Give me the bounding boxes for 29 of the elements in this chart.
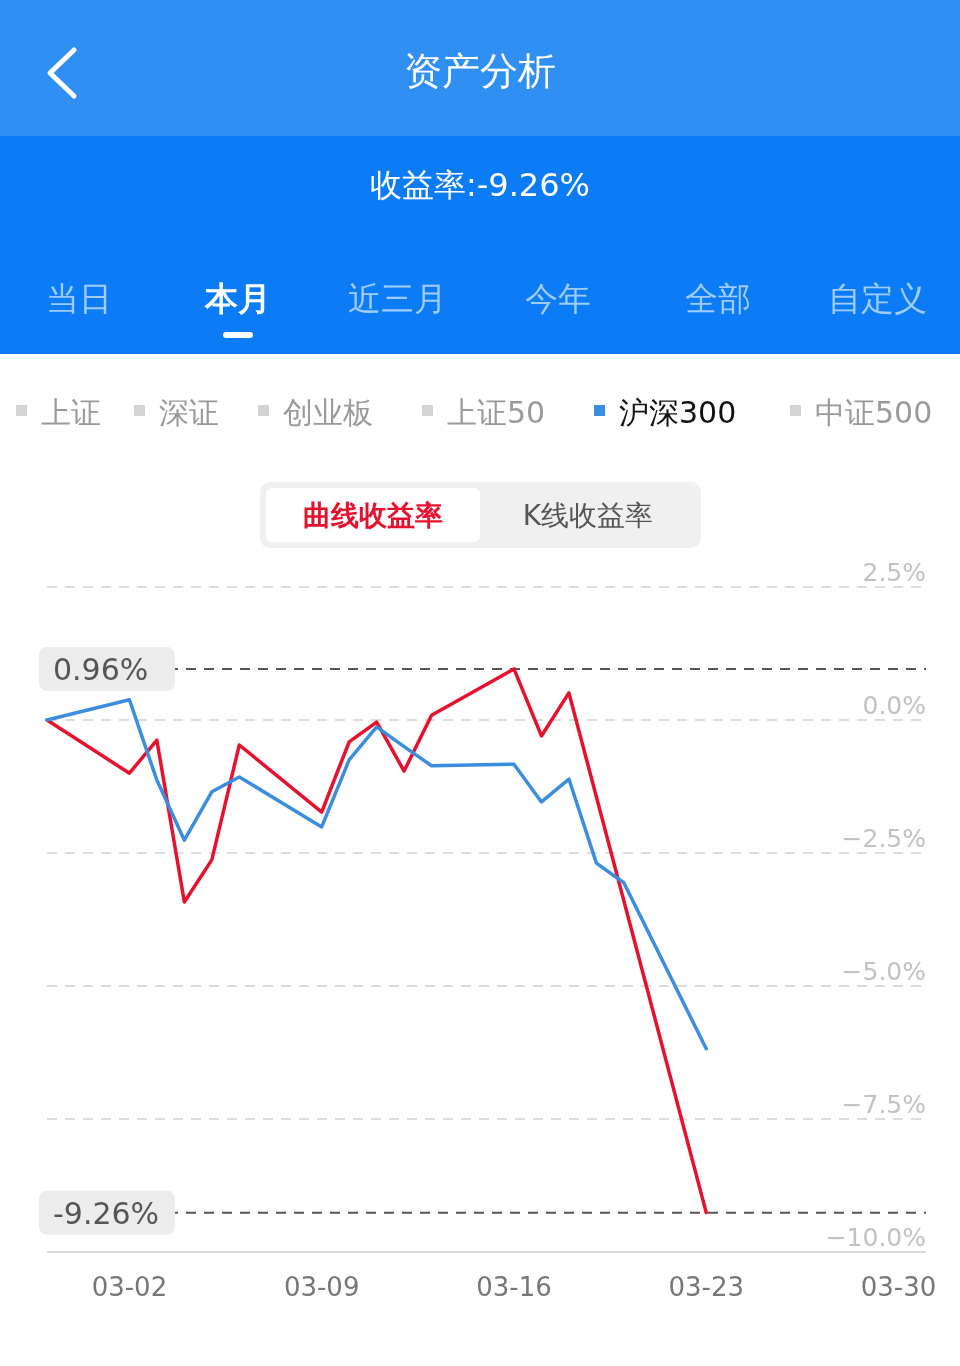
text: 当日 [46, 279, 112, 318]
x-tick-label: 03-09 [283, 1272, 360, 1302]
text: 曲线收益率 [303, 499, 443, 532]
ref-line-label: -9.26% [53, 1195, 160, 1231]
text: 中证500 [815, 395, 933, 430]
text: 深证 [159, 395, 219, 430]
text: 近三月 [347, 279, 447, 318]
y-tick-label: −2.5% [841, 824, 926, 853]
ref-line-label: 0.96% [53, 651, 149, 687]
text: 上证50 [447, 395, 546, 430]
x-tick-label: 03-02 [91, 1272, 168, 1302]
y-tick-label: −5.0% [841, 957, 926, 986]
y-tick-label: −7.5% [841, 1090, 926, 1119]
text: 今年 [525, 279, 591, 318]
y-tick-label: −10.0% [825, 1223, 926, 1252]
chart-title: 资产分析 [404, 49, 556, 93]
x-tick-label: 03-16 [476, 1272, 552, 1302]
x-tick-label: 03-23 [668, 1272, 745, 1302]
text: 上证 [41, 395, 101, 430]
text: 创业板 [283, 395, 373, 430]
text: 全部 [685, 279, 751, 318]
text: K线收益率 [522, 499, 654, 532]
text: 自定义 [827, 279, 927, 318]
x-tick-label: 03-30 [860, 1272, 937, 1302]
legend-label: 沪深300 [619, 395, 737, 430]
y-tick-label: 2.5% [862, 558, 926, 587]
text: 本月 [204, 279, 271, 318]
y-tick-label: 0.0% [862, 691, 926, 720]
chart-subtitle: 收益率:-9.26% [370, 166, 590, 204]
